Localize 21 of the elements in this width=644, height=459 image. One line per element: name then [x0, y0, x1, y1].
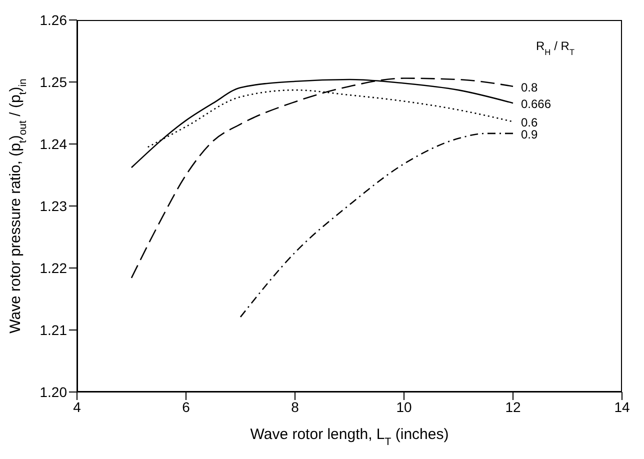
- y-tick-label: 1.20: [40, 384, 68, 400]
- line-series: [240, 132, 514, 318]
- legend-title: R$_{H}$ / R$_{T}$: [536, 39, 575, 57]
- y-tick-label: 1.21: [40, 322, 68, 338]
- x-tick-label: 10: [396, 398, 412, 415]
- x-axis-title: Wave rotor length, L$_{T}$ (inches): [250, 426, 449, 448]
- y-tick-label: 1.26: [40, 12, 68, 28]
- x-tick-label: 8: [291, 398, 300, 415]
- y-tick-label: 1.23: [40, 198, 68, 214]
- series-label: 0.8: [521, 80, 538, 94]
- y-tick-label: 1.25: [40, 74, 68, 90]
- y-tick-label: 1.22: [40, 260, 68, 276]
- x-tick-label: 12: [505, 398, 521, 415]
- x-tick-label: 14: [614, 398, 630, 415]
- x-tick-label: 6: [182, 398, 190, 415]
- series-label: 0.9: [521, 127, 538, 142]
- x-tick-label: 4: [73, 398, 82, 415]
- series-label: 0.6: [521, 116, 538, 130]
- line-series: [130, 78, 514, 279]
- series-label: 0.666: [521, 97, 552, 112]
- y-tick-label: 1.24: [40, 136, 68, 152]
